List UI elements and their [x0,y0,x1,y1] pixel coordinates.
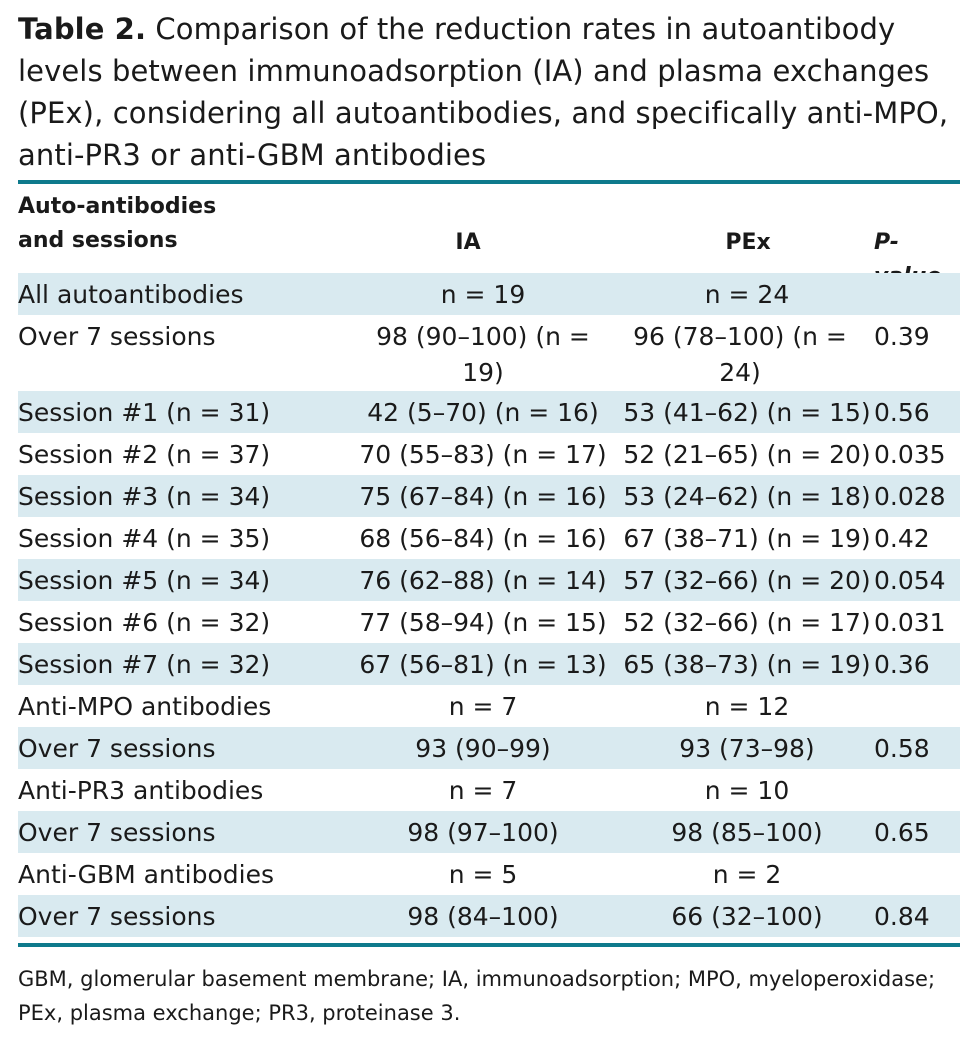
cell-p-value: 0.58 [874,734,930,763]
row-label: Session #3 (n = 34) [18,482,271,511]
table-row: Anti-GBM antibodies n = 5 n = 2 [18,853,960,895]
cell-p-value [874,769,960,773]
row-label: Anti-PR3 antibodies [18,776,264,805]
header-auto-antibodies-sessions: Auto-antibodies and sessions [18,194,217,253]
cell-p-value: 0.65 [874,818,930,847]
table-row: Session #7 (n = 32) 67 (56–81) (n = 13) 65… [18,643,960,685]
cell-p-value: 0.028 [874,482,946,511]
table-row: Anti-MPO antibodies n = 7 n = 12 [18,685,960,727]
table-body: All autoantibodies n = 19 n = 24 Over 7 ses… [18,273,960,937]
row-label: All autoantibodies [18,280,244,309]
cell-ia: n = 7 [448,692,518,721]
cell-p-value [874,685,960,689]
table-top-rule [18,180,960,184]
cell-p-value: 0.36 [874,650,930,679]
table-row: Session #2 (n = 37) 70 (55–83) (n = 17) 52… [18,433,960,475]
row-label: Session #6 (n = 32) [18,608,271,637]
table-header: Auto-antibodies and sessions IA PEx P-va… [18,188,960,289]
table-caption-text: Comparison of the reduction rates in aut… [18,12,949,172]
cell-ia: n = 19 [440,280,526,309]
row-label: Over 7 sessions [18,322,216,351]
table-row: Over 7 sessions 98 (90–100) (n = 19) 96 (7… [18,315,960,391]
table-row: Session #5 (n = 34) 76 (62–88) (n = 14) 57… [18,559,960,601]
row-label: Session #4 (n = 35) [18,524,271,553]
row-label: Anti-GBM antibodies [18,860,274,889]
cell-pex: 53 (41–62) (n = 15) [623,398,871,427]
table-caption: Table 2. Comparison of the reduction rat… [18,8,968,176]
cell-p-value: 0.39 [874,322,930,351]
cell-pex: n = 2 [712,860,782,889]
cell-pex: 66 (32–100) [671,902,823,931]
cell-pex: 52 (21–65) (n = 20) [623,440,871,469]
table-bottom-rule [18,943,960,947]
row-label: Over 7 sessions [18,734,216,763]
cell-ia: 98 (84–100) [407,902,559,931]
cell-pex: n = 10 [704,776,790,805]
table-row: All autoantibodies n = 19 n = 24 [18,273,960,315]
table-row: Over 7 sessions 98 (84–100) 66 (32–100) 0.8… [18,895,960,937]
table-row: Session #3 (n = 34) 75 (67–84) (n = 16) 53… [18,475,960,517]
table-row: Over 7 sessions 93 (90–99) 93 (73–98) 0.58 [18,727,960,769]
cell-ia: n = 7 [448,776,518,805]
cell-ia: 98 (97–100) [407,818,559,847]
cell-pex: n = 24 [704,280,790,309]
cell-ia: 67 (56–81) (n = 13) [359,650,607,679]
cell-p-value: 0.054 [874,566,946,595]
cell-pex: 96 (78–100) (n = 24) [633,322,847,387]
table-row: Over 7 sessions 98 (97–100) 98 (85–100) 0.6… [18,811,960,853]
cell-ia: 75 (67–84) (n = 16) [359,482,607,511]
cell-pex: 52 (32–66) (n = 17) [623,608,871,637]
cell-p-value: 0.84 [874,902,930,931]
table-caption-label: Table 2. [18,12,147,46]
row-label: Over 7 sessions [18,818,216,847]
table-row: Anti-PR3 antibodies n = 7 n = 10 [18,769,960,811]
cell-ia: 42 (5–70) (n = 16) [367,398,599,427]
cell-ia: 76 (62–88) (n = 14) [359,566,607,595]
header-pex: PEx [725,230,771,255]
row-label: Session #1 (n = 31) [18,398,271,427]
row-label: Session #5 (n = 34) [18,566,271,595]
cell-pex: 93 (73–98) [679,734,815,763]
cell-ia: 77 (58–94) (n = 15) [359,608,607,637]
row-label: Session #7 (n = 32) [18,650,271,679]
row-label: Over 7 sessions [18,902,216,931]
cell-ia: n = 5 [448,860,518,889]
cell-ia: 70 (55–83) (n = 17) [359,440,607,469]
cell-pex: 67 (38–71) (n = 19) [623,524,871,553]
header-ia: IA [455,230,481,255]
cell-pex: 57 (32–66) (n = 20) [623,566,871,595]
row-label: Anti-MPO antibodies [18,692,272,721]
cell-p-value: 0.56 [874,398,930,427]
row-label: Session #2 (n = 37) [18,440,271,469]
cell-ia: 68 (56–84) (n = 16) [359,524,607,553]
cell-ia: 93 (90–99) [415,734,551,763]
cell-pex: n = 12 [704,692,790,721]
cell-p-value: 0.42 [874,524,930,553]
cell-ia: 98 (90–100) (n = 19) [376,322,590,387]
cell-p-value: 0.031 [874,608,946,637]
cell-pex: 65 (38–73) (n = 19) [623,650,871,679]
cell-p-value: 0.035 [874,440,946,469]
cell-p-value [874,853,960,857]
table-row: Session #1 (n = 31) 42 (5–70) (n = 16) 53 … [18,391,960,433]
cell-p-value [874,273,960,277]
cell-pex: 53 (24–62) (n = 18) [623,482,871,511]
table-row: Session #6 (n = 32) 77 (58–94) (n = 15) 52… [18,601,960,643]
table-footnote: GBM, glomerular basement membrane; IA, i… [18,967,936,1025]
table-row: Session #4 (n = 35) 68 (56–84) (n = 16) 67… [18,517,960,559]
cell-pex: 98 (85–100) [671,818,823,847]
